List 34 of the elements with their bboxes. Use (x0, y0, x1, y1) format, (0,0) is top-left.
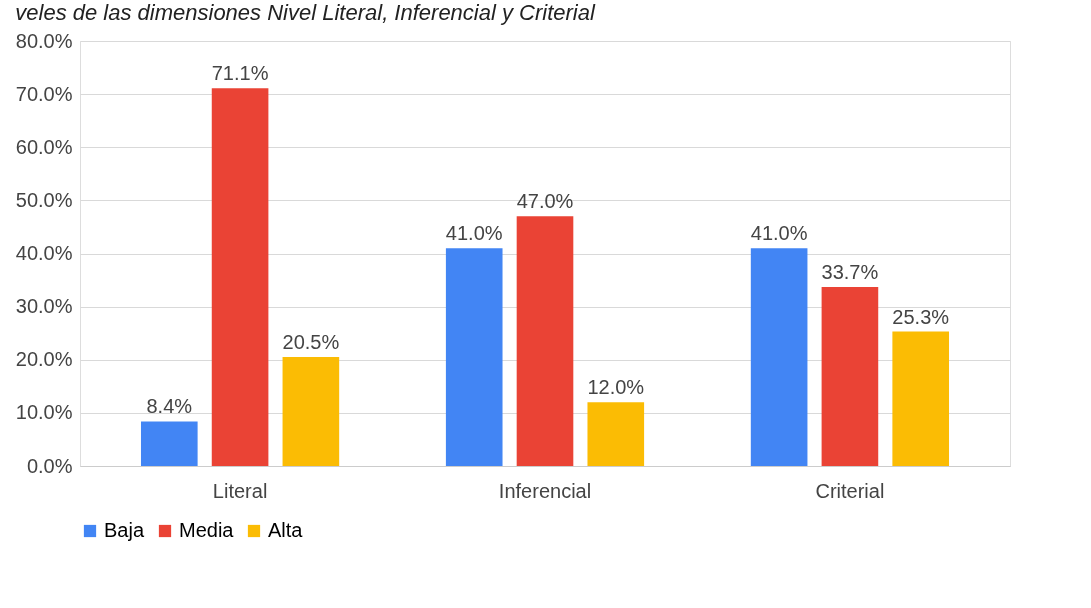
y-tick-label: 50.0% (15, 188, 73, 211)
legend-label: Alta (268, 519, 304, 541)
data-label: 12.0% (587, 376, 645, 399)
data-label: 71.1% (211, 62, 269, 85)
data-label: 47.0% (516, 190, 574, 213)
data-label: 8.4% (146, 395, 193, 418)
data-label: 41.0% (445, 222, 503, 245)
data-label: 20.5% (282, 331, 340, 354)
x-tick-label: Criterial (815, 479, 885, 502)
y-tick-label: 40.0% (15, 242, 73, 264)
bar (211, 88, 269, 466)
y-tick-label: 20.0% (15, 348, 73, 371)
legend-label: Baja (104, 519, 145, 541)
y-tick-label: 70.0% (15, 82, 73, 105)
data-label: 25.3% (892, 305, 950, 328)
bar (892, 331, 950, 466)
y-tick-label: 10.0% (15, 401, 73, 424)
legend-label: Media (179, 519, 235, 541)
bar (445, 248, 503, 466)
y-tick-label: 0.0% (26, 454, 73, 477)
bar (750, 248, 808, 466)
chart-title: veles de las dimensiones Nivel Literal, Inferencial y Criterial (15, 0, 596, 25)
bar (282, 357, 340, 466)
x-tick-label: Literal (212, 479, 268, 502)
bar (821, 286, 879, 466)
bar (516, 216, 574, 466)
y-tick-label: 80.0% (15, 29, 73, 52)
y-tick-label: 30.0% (15, 295, 73, 318)
y-tick-label: 60.0% (15, 135, 73, 158)
bar (140, 421, 198, 466)
data-label: 33.7% (821, 260, 879, 283)
x-tick-label: Inferencial (498, 479, 592, 502)
data-label: 41.0% (750, 222, 808, 245)
bar (587, 402, 645, 466)
